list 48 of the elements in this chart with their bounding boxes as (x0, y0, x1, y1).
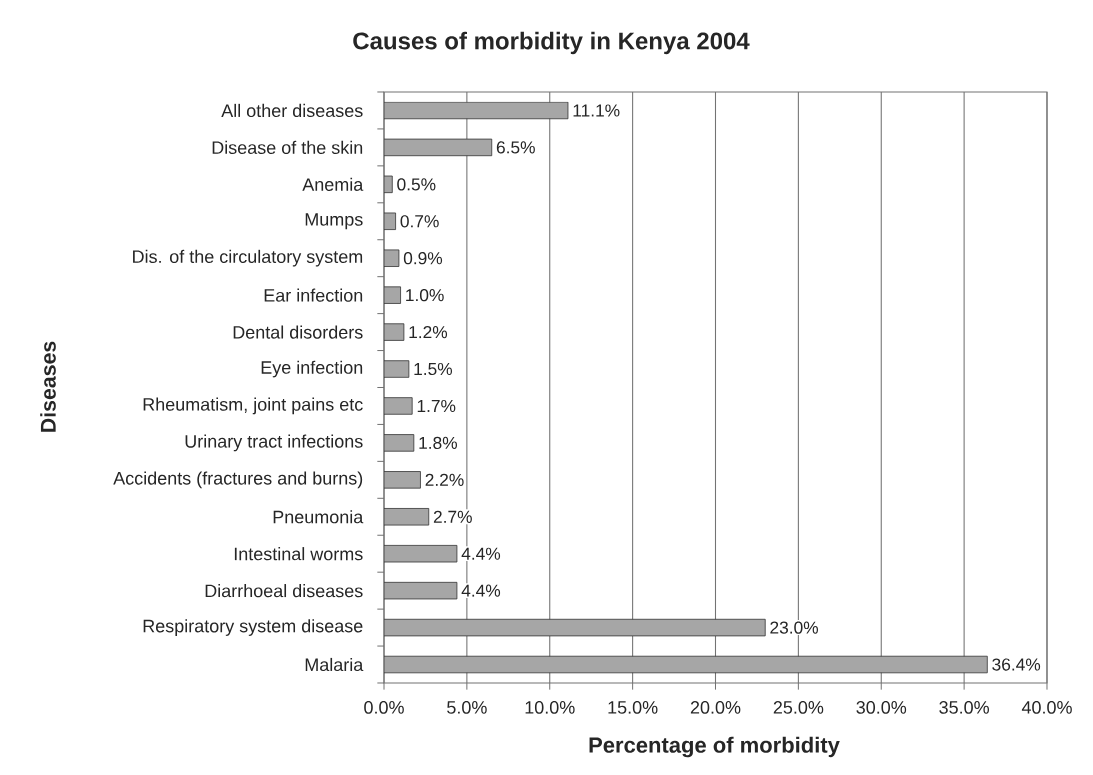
data-label: 4.4% (461, 547, 501, 560)
x-tick-label: 0.0% (364, 701, 404, 714)
data-label: 2.7% (433, 510, 472, 523)
data-label: 1.2% (409, 325, 448, 339)
y-tick-label: Intestinal worms (234, 547, 363, 561)
bar (384, 434, 415, 452)
y-tick-label: Anemia (302, 177, 364, 191)
y-tick-label: Ear infection (264, 288, 363, 302)
y-tick-label: Pneumonia (273, 510, 364, 524)
data-label: 0.7% (400, 215, 439, 228)
y-tick-label: Urinary tract infections (185, 434, 363, 452)
y-tick-label: Malaria (305, 657, 364, 672)
data-label: 0.9% (403, 252, 443, 265)
data-label: 36.4% (992, 658, 1041, 671)
y-tick-label: All other diseases (221, 103, 363, 118)
x-tick-label: 10.0% (525, 701, 575, 714)
data-label: 6.5% (496, 141, 535, 154)
y-tick-label: Eye infection (261, 360, 363, 378)
y-tick-label: Rheumatism, joint pains etc (143, 397, 363, 415)
y-tick-label: Accidents (fractures and burns) (113, 471, 363, 489)
y-axis-title: Diseases (40, 341, 56, 432)
x-axis-title: Percentage of morbidity (589, 736, 840, 758)
y-tick-label: Respiratory system disease (143, 619, 363, 636)
x-tick-label: 5.0% (447, 701, 487, 714)
data-label: 23.0% (770, 621, 819, 634)
bar (384, 655, 988, 674)
chart-title: Causes of morbidity in Kenya 2004 (353, 31, 750, 55)
x-tick-label: 20.0% (690, 701, 741, 714)
bar (384, 397, 413, 415)
y-tick-label: Dental disorders (233, 325, 363, 339)
x-tick-label: 15.0% (608, 701, 658, 714)
data-label: 1.7% (417, 399, 456, 413)
data-label: 1.0% (406, 289, 444, 302)
x-tick-label: 30.0% (856, 701, 907, 714)
x-tick-label: 40.0% (1021, 701, 1072, 714)
data-label: 0.5% (397, 178, 436, 191)
y-tick-label: Mumps (305, 213, 363, 230)
x-tick-label: 35.0% (939, 701, 989, 714)
data-label: 1.5% (414, 362, 453, 376)
y-tick-label: Disease of the skin (212, 140, 363, 154)
bar (384, 618, 766, 637)
data-label: 1.8% (419, 436, 457, 450)
y-tick-label: Diarrhoeal diseases (205, 584, 363, 598)
y-tick-label: Dis. of the circulatory system (133, 249, 363, 267)
data-label: 4.4% (461, 584, 501, 597)
x-tick-label: 25.0% (773, 701, 824, 714)
data-label: 2.2% (425, 473, 464, 486)
data-label: 11.1% (573, 104, 620, 117)
